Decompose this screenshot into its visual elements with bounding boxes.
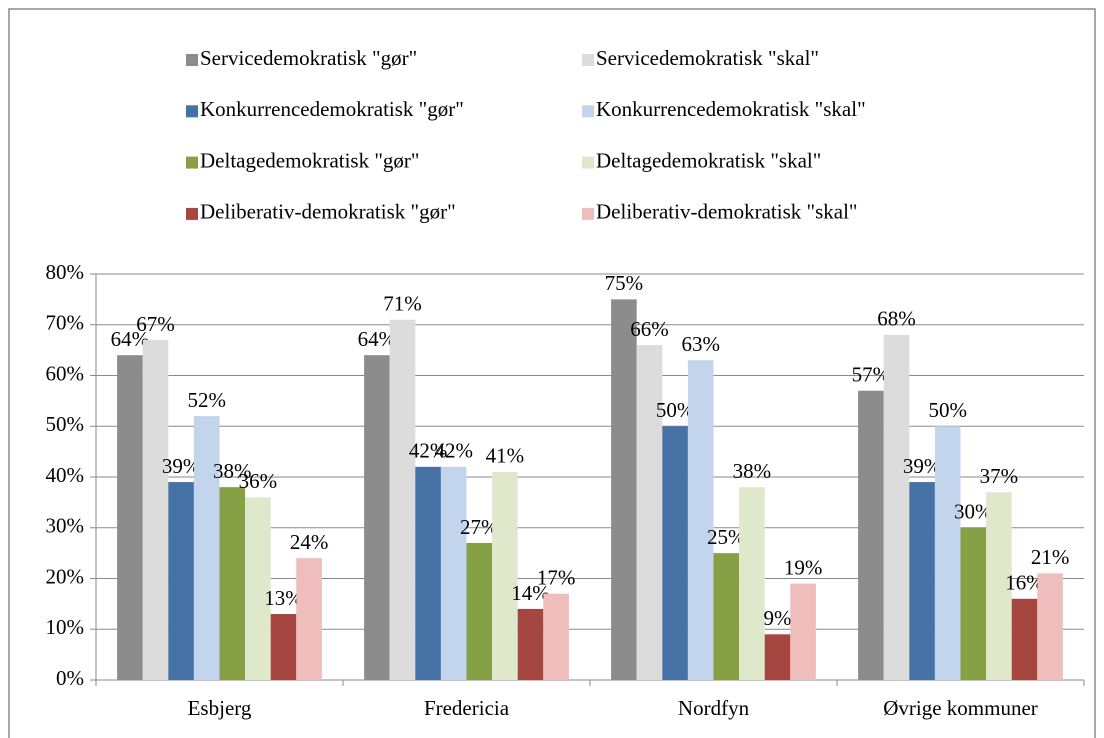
legend-label: Konkurrencedemokratisk "skal" — [596, 97, 866, 121]
data-label: 38% — [213, 459, 252, 483]
bar — [440, 466, 467, 680]
legend-swatch — [582, 54, 594, 66]
bar — [517, 608, 544, 680]
bar — [662, 426, 688, 680]
data-label: 42% — [409, 439, 448, 463]
bar — [117, 355, 143, 680]
data-label: 67% — [136, 312, 175, 336]
legend-swatch — [582, 207, 594, 220]
data-label: 66% — [630, 317, 669, 341]
y-tick-label: 10% — [46, 615, 85, 639]
data-label: 63% — [681, 332, 720, 356]
bar — [986, 492, 1012, 680]
data-label: 37% — [980, 464, 1019, 488]
bar — [364, 355, 390, 680]
legend-label: Deltagedemokratisk "gør" — [200, 148, 420, 172]
legend-swatch — [186, 156, 198, 169]
y-tick-label: 80% — [46, 260, 85, 284]
y-tick-label: 30% — [46, 514, 85, 538]
bar — [1037, 573, 1063, 680]
data-label: 19% — [784, 555, 823, 579]
bar — [713, 553, 740, 680]
data-label: 68% — [877, 307, 916, 331]
data-label: 52% — [187, 388, 226, 412]
bar — [296, 558, 322, 680]
data-label: 41% — [486, 444, 525, 468]
bar — [611, 299, 637, 680]
bar — [739, 487, 765, 680]
bar — [636, 345, 663, 680]
data-label: 24% — [290, 530, 329, 554]
legend-label: Servicedemokratisk "skal" — [596, 46, 819, 70]
data-label: 36% — [239, 469, 278, 493]
y-tick-label: 20% — [46, 564, 85, 588]
data-label: 75% — [605, 271, 644, 295]
y-tick-label: 0% — [56, 666, 84, 690]
data-label: 21% — [1031, 545, 1070, 569]
bar — [909, 482, 935, 680]
legend-swatch — [186, 54, 198, 66]
data-label: 38% — [733, 459, 772, 483]
legend-label: Konkurrencedemokratisk "gør" — [200, 97, 464, 121]
y-tick-label: 60% — [46, 361, 85, 385]
x-tick-label: Esbjerg — [188, 696, 252, 720]
legend-swatch — [186, 207, 198, 220]
legend-swatch — [582, 105, 594, 118]
bar — [415, 466, 441, 680]
bar — [764, 634, 791, 680]
x-tick-label: Nordfyn — [678, 696, 750, 720]
bar — [245, 497, 271, 680]
bar — [960, 527, 987, 680]
legend-swatch — [582, 156, 594, 169]
data-label: 42% — [434, 439, 473, 463]
bar — [543, 593, 569, 680]
bar — [883, 334, 910, 680]
bar — [142, 339, 169, 680]
x-tick-label: Fredericia — [424, 696, 510, 720]
bar — [466, 542, 493, 680]
bar — [858, 390, 884, 680]
legend-label: Deliberativ-demokratisk "gør" — [200, 200, 456, 224]
data-label: 17% — [537, 566, 576, 590]
legend-swatch — [186, 105, 198, 118]
bar — [193, 416, 220, 680]
bar — [790, 583, 816, 680]
bar — [168, 482, 194, 680]
legend-label: Deliberativ-demokratisk "skal" — [596, 200, 858, 224]
y-tick-label: 70% — [46, 311, 85, 335]
y-tick-label: 40% — [46, 463, 85, 487]
data-label: 9% — [764, 606, 792, 630]
bar — [934, 426, 961, 680]
bar — [219, 487, 246, 680]
bar — [270, 614, 297, 680]
bar — [687, 360, 714, 680]
y-tick-label: 50% — [46, 412, 85, 436]
x-tick-label: Øvrige kommuner — [883, 696, 1038, 720]
data-label: 50% — [928, 398, 967, 422]
bar — [389, 319, 416, 680]
bar — [1011, 598, 1038, 680]
bar — [492, 471, 518, 680]
data-label: 71% — [383, 291, 422, 315]
legend-label: Deltagedemokratisk "skal" — [596, 148, 821, 172]
legend-label: Servicedemokratisk "gør" — [200, 46, 417, 70]
